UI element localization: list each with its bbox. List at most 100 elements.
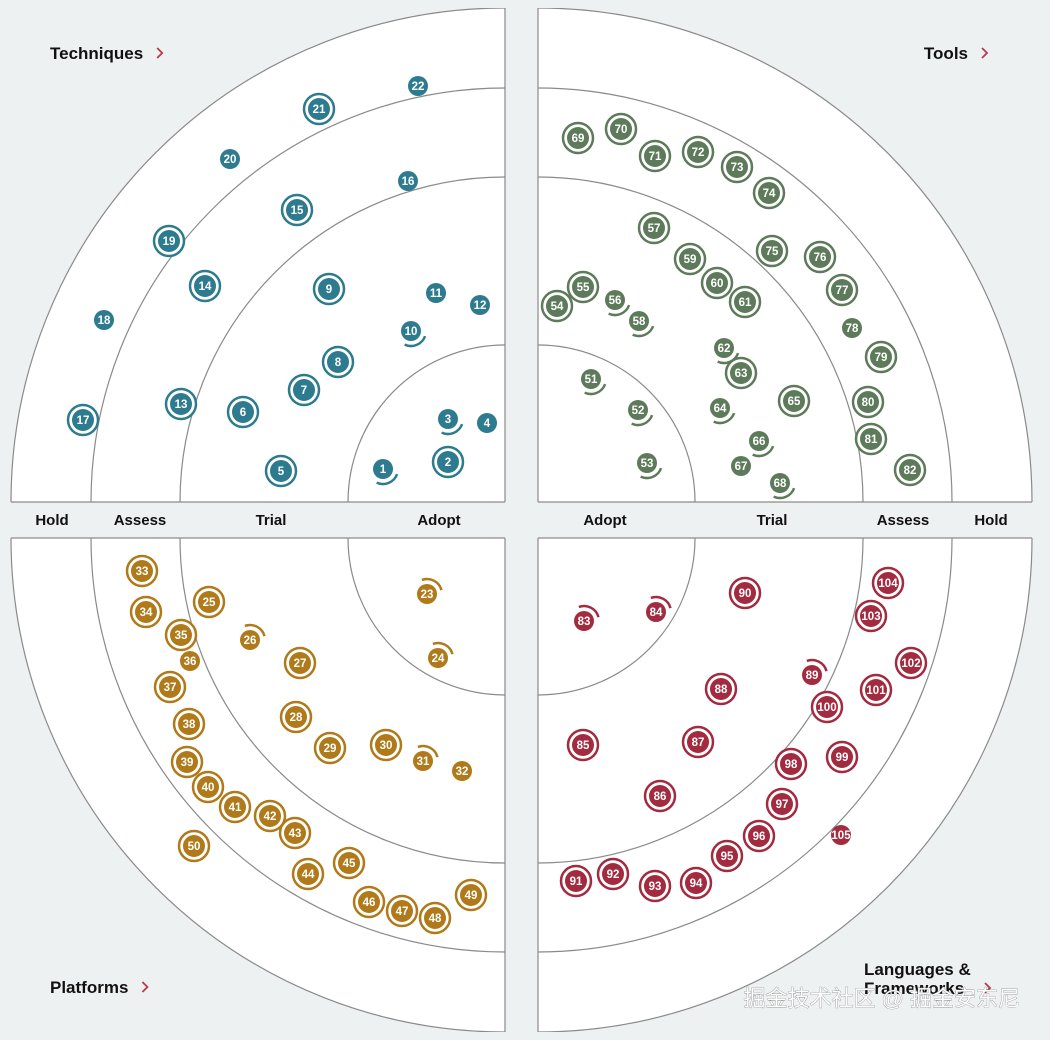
blip-105[interactable]: 105 bbox=[831, 825, 851, 845]
quadrant-title-tools[interactable]: Tools bbox=[924, 44, 968, 63]
blip-10[interactable]: 10 bbox=[401, 321, 427, 348]
blip-21[interactable]: 21 bbox=[302, 92, 336, 126]
blip-4[interactable]: 4 bbox=[477, 413, 497, 433]
blip-80[interactable]: 80 bbox=[851, 385, 885, 419]
blip-9[interactable]: 9 bbox=[312, 272, 346, 306]
blip-59[interactable]: 59 bbox=[673, 242, 707, 276]
blip-87[interactable]: 87 bbox=[681, 725, 715, 759]
blip-95[interactable]: 95 bbox=[710, 839, 744, 873]
blip-30[interactable]: 30 bbox=[369, 728, 403, 762]
blip-89[interactable]: 89 bbox=[802, 658, 828, 685]
blip-40[interactable]: 40 bbox=[191, 770, 225, 804]
blip-51[interactable]: 51 bbox=[581, 369, 607, 396]
blip-98[interactable]: 98 bbox=[774, 747, 808, 781]
blip-86[interactable]: 86 bbox=[643, 779, 677, 813]
blip-1[interactable]: 1 bbox=[373, 459, 399, 486]
blip-28[interactable]: 28 bbox=[279, 700, 313, 734]
blip-2[interactable]: 2 bbox=[431, 445, 465, 479]
blip-33[interactable]: 33 bbox=[125, 554, 159, 588]
blip-26[interactable]: 26 bbox=[240, 623, 266, 650]
blip-29[interactable]: 29 bbox=[313, 731, 347, 765]
blip-5[interactable]: 5 bbox=[264, 454, 298, 488]
blip-34[interactable]: 34 bbox=[129, 595, 163, 629]
blip-50[interactable]: 50 bbox=[177, 829, 211, 863]
blip-49[interactable]: 49 bbox=[454, 878, 488, 912]
blip-94[interactable]: 94 bbox=[679, 866, 713, 900]
blip-65[interactable]: 65 bbox=[777, 384, 811, 418]
blip-47[interactable]: 47 bbox=[385, 894, 419, 928]
blip-71[interactable]: 71 bbox=[638, 139, 672, 173]
blip-13[interactable]: 13 bbox=[164, 387, 198, 421]
blip-90[interactable]: 90 bbox=[728, 576, 762, 610]
blip-63[interactable]: 63 bbox=[724, 356, 758, 390]
blip-73[interactable]: 73 bbox=[720, 150, 754, 184]
blip-53[interactable]: 53 bbox=[637, 453, 663, 480]
chevron-right-icon[interactable] bbox=[984, 982, 992, 994]
chevron-right-icon[interactable] bbox=[156, 47, 164, 59]
blip-31[interactable]: 31 bbox=[413, 744, 439, 771]
blip-88[interactable]: 88 bbox=[704, 672, 738, 706]
blip-20[interactable]: 20 bbox=[220, 149, 240, 169]
blip-7[interactable]: 7 bbox=[287, 373, 321, 407]
blip-8[interactable]: 8 bbox=[321, 345, 355, 379]
blip-91[interactable]: 91 bbox=[559, 864, 593, 898]
blip-100[interactable]: 100 bbox=[810, 690, 844, 724]
blip-103[interactable]: 103 bbox=[854, 599, 888, 633]
quadrant-title-techniques[interactable]: Techniques bbox=[50, 44, 143, 63]
blip-76[interactable]: 76 bbox=[803, 240, 837, 274]
blip-58[interactable]: 58 bbox=[629, 311, 655, 338]
blip-25[interactable]: 25 bbox=[192, 585, 226, 619]
blip-61[interactable]: 61 bbox=[728, 285, 762, 319]
blip-35[interactable]: 35 bbox=[164, 618, 198, 652]
blip-66[interactable]: 66 bbox=[749, 431, 775, 458]
blip-36[interactable]: 36 bbox=[180, 651, 200, 671]
blip-77[interactable]: 77 bbox=[825, 273, 859, 307]
blip-64[interactable]: 64 bbox=[710, 398, 736, 425]
blip-37[interactable]: 37 bbox=[153, 670, 187, 704]
blip-104[interactable]: 104 bbox=[871, 566, 905, 600]
blip-18[interactable]: 18 bbox=[94, 310, 114, 330]
blip-44[interactable]: 44 bbox=[291, 857, 325, 891]
blip-56[interactable]: 56 bbox=[605, 290, 631, 317]
blip-38[interactable]: 38 bbox=[172, 707, 206, 741]
blip-52[interactable]: 52 bbox=[628, 400, 654, 427]
blip-22[interactable]: 22 bbox=[408, 76, 428, 96]
blip-17[interactable]: 17 bbox=[66, 403, 100, 437]
blip-12[interactable]: 12 bbox=[470, 295, 490, 315]
chevron-right-icon[interactable] bbox=[141, 981, 149, 993]
blip-82[interactable]: 82 bbox=[893, 453, 927, 487]
blip-72[interactable]: 72 bbox=[681, 135, 715, 169]
blip-54[interactable]: 54 bbox=[540, 289, 574, 323]
blip-39[interactable]: 39 bbox=[170, 745, 204, 779]
blip-74[interactable]: 74 bbox=[752, 176, 786, 210]
blip-79[interactable]: 79 bbox=[864, 340, 898, 374]
blip-67[interactable]: 67 bbox=[731, 456, 751, 476]
blip-42[interactable]: 42 bbox=[253, 799, 287, 833]
blip-32[interactable]: 32 bbox=[452, 761, 472, 781]
blip-41[interactable]: 41 bbox=[218, 790, 252, 824]
blip-43[interactable]: 43 bbox=[278, 816, 312, 850]
blip-97[interactable]: 97 bbox=[765, 787, 799, 821]
blip-78[interactable]: 78 bbox=[842, 318, 862, 338]
blip-24[interactable]: 24 bbox=[428, 641, 454, 668]
blip-69[interactable]: 69 bbox=[561, 121, 595, 155]
blip-57[interactable]: 57 bbox=[637, 211, 671, 245]
blip-101[interactable]: 101 bbox=[859, 673, 893, 707]
blip-48[interactable]: 48 bbox=[418, 901, 452, 935]
chevron-right-icon[interactable] bbox=[981, 47, 989, 59]
blip-84[interactable]: 84 bbox=[646, 595, 672, 622]
blip-16[interactable]: 16 bbox=[398, 171, 418, 191]
blip-75[interactable]: 75 bbox=[755, 234, 789, 268]
blip-23[interactable]: 23 bbox=[417, 577, 443, 604]
blip-60[interactable]: 60 bbox=[700, 266, 734, 300]
blip-55[interactable]: 55 bbox=[566, 270, 600, 304]
blip-6[interactable]: 6 bbox=[226, 395, 260, 429]
blip-15[interactable]: 15 bbox=[280, 193, 314, 227]
blip-45[interactable]: 45 bbox=[332, 846, 366, 880]
blip-99[interactable]: 99 bbox=[825, 740, 859, 774]
blip-19[interactable]: 19 bbox=[152, 224, 186, 258]
blip-70[interactable]: 70 bbox=[604, 112, 638, 146]
blip-68[interactable]: 68 bbox=[770, 473, 796, 500]
blip-3[interactable]: 3 bbox=[438, 409, 464, 436]
quadrant-title-languages[interactable]: Languages & Frameworks bbox=[864, 960, 971, 998]
